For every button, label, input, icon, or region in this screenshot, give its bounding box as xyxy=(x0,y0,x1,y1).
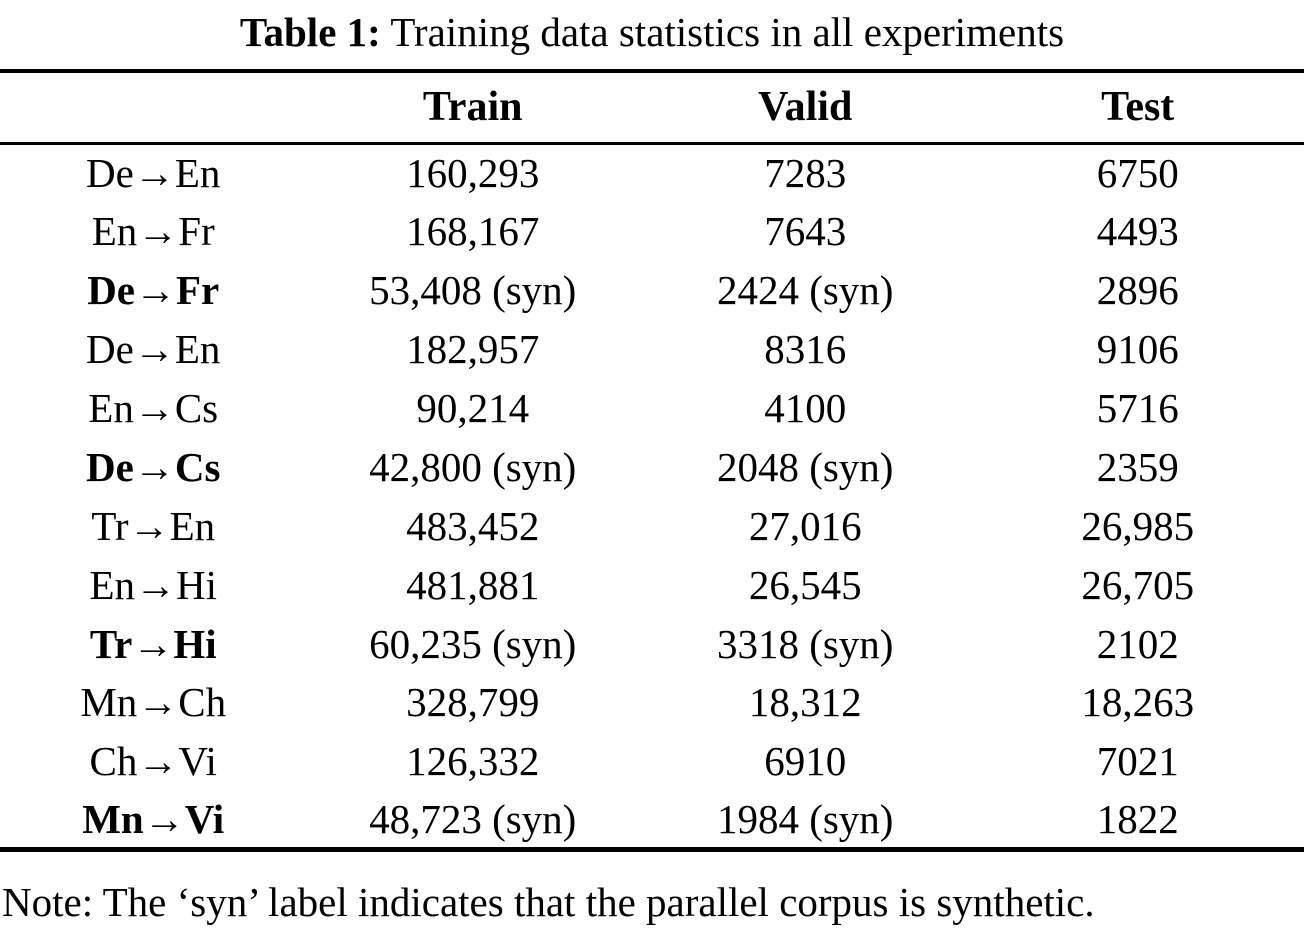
valid-value: 27,016 xyxy=(748,502,862,549)
test-value: 7021 xyxy=(1096,738,1179,785)
table-footnote: Note: The ‘syn’ label indicates that the… xyxy=(2,879,1095,925)
train-value: 182,957 xyxy=(406,326,540,373)
table-row: De→Fr 53,408 (syn) 2424 (syn) 2896 xyxy=(0,261,1304,320)
train-value: 90,214 xyxy=(416,385,530,431)
test-value: 9106 xyxy=(1096,326,1179,373)
pair-label: Tr→En xyxy=(91,502,216,549)
test-value: 4493 xyxy=(1096,208,1179,255)
training-data-table: Train Valid Test De→En 160,293 7283 6750… xyxy=(0,69,1304,852)
valid-value: 7643 xyxy=(764,208,847,255)
table-row: En→Fr 168,167 7643 4493 xyxy=(0,202,1304,261)
table-row: Mn→Vi 48,723 (syn) 1984 (syn) 1822 xyxy=(0,791,1304,850)
table-row: Tr→En 483,452 27,016 26,985 xyxy=(0,496,1304,555)
header-row: Train Valid Test xyxy=(0,71,1304,143)
train-value: 48,723 (syn) xyxy=(369,795,577,842)
valid-value: 8316 xyxy=(764,326,847,373)
pair-label: En→Cs xyxy=(88,385,219,431)
valid-value: 2048 (syn) xyxy=(716,443,894,490)
valid-value: 18,312 xyxy=(748,679,862,726)
table-row: De→En 160,293 7283 6750 xyxy=(0,143,1304,202)
valid-value: 2424 (syn) xyxy=(716,267,894,314)
header-pair xyxy=(0,71,306,143)
test-value: 26,705 xyxy=(1081,561,1195,608)
table-row: Mn→Ch 328,799 18,312 18,263 xyxy=(0,673,1304,732)
train-value: 53,408 (syn) xyxy=(369,267,577,314)
test-value: 26,985 xyxy=(1081,502,1195,549)
test-value: 2896 xyxy=(1096,267,1179,314)
valid-value: 6910 xyxy=(764,738,847,785)
table-caption: Table 1: Training data statistics in all… xyxy=(0,8,1304,57)
train-value: 42,800 (syn) xyxy=(369,443,577,490)
train-value: 168,167 xyxy=(406,208,540,255)
pair-label: De→En xyxy=(86,150,221,197)
table-row: En→Cs 90,214 4100 5716 xyxy=(0,379,1304,438)
header-test: Test xyxy=(1101,84,1175,131)
table-body: De→En 160,293 7283 6750 En→Fr 168,167 76… xyxy=(0,143,1304,850)
pair-label: De→Cs xyxy=(86,443,221,490)
pair-label: En→Fr xyxy=(91,208,215,255)
pair-label: En→Hi xyxy=(89,561,217,608)
table-header: Train Valid Test xyxy=(0,71,1304,143)
train-value: 160,293 xyxy=(406,150,540,197)
table-row: Ch→Vi 126,332 6910 7021 xyxy=(0,732,1304,791)
pair-label: Mn→Ch xyxy=(80,679,227,726)
test-value: 1822 xyxy=(1096,795,1179,842)
valid-value: 1984 (syn) xyxy=(716,795,894,842)
test-value: 6750 xyxy=(1096,150,1179,197)
table-caption-label: Table 1: xyxy=(239,9,381,55)
pair-label: Tr→Hi xyxy=(89,620,217,667)
pair-label: Ch→Vi xyxy=(89,738,217,785)
train-value: 483,452 xyxy=(406,502,540,549)
test-value: 2359 xyxy=(1096,443,1179,490)
table-row: En→Hi 481,881 26,545 26,705 xyxy=(0,555,1304,614)
table-row: De→En 182,957 8316 9106 xyxy=(0,320,1304,379)
train-value: 126,332 xyxy=(406,738,540,785)
test-value: 18,263 xyxy=(1081,679,1195,726)
table-row: Tr→Hi 60,235 (syn) 3318 (syn) 2102 xyxy=(0,614,1304,673)
table-row: De→Cs 42,800 (syn) 2048 (syn) 2359 xyxy=(0,437,1304,496)
pair-label: Mn→Vi xyxy=(82,795,225,842)
valid-value: 7283 xyxy=(764,150,847,197)
header-valid: Valid xyxy=(758,84,853,131)
pair-label: De→En xyxy=(86,326,221,373)
train-value: 481,881 xyxy=(406,561,540,608)
valid-value: 4100 xyxy=(764,385,847,431)
table-caption-text: Training data statistics in all experime… xyxy=(390,9,1065,55)
pair-label: De→Fr xyxy=(87,267,220,314)
test-value: 2102 xyxy=(1096,620,1179,667)
valid-value: 26,545 xyxy=(748,561,862,608)
train-value: 328,799 xyxy=(406,679,540,726)
test-value: 5716 xyxy=(1096,385,1179,431)
valid-value: 3318 (syn) xyxy=(716,620,894,667)
header-train: Train xyxy=(422,84,523,131)
train-value: 60,235 (syn) xyxy=(369,620,577,667)
